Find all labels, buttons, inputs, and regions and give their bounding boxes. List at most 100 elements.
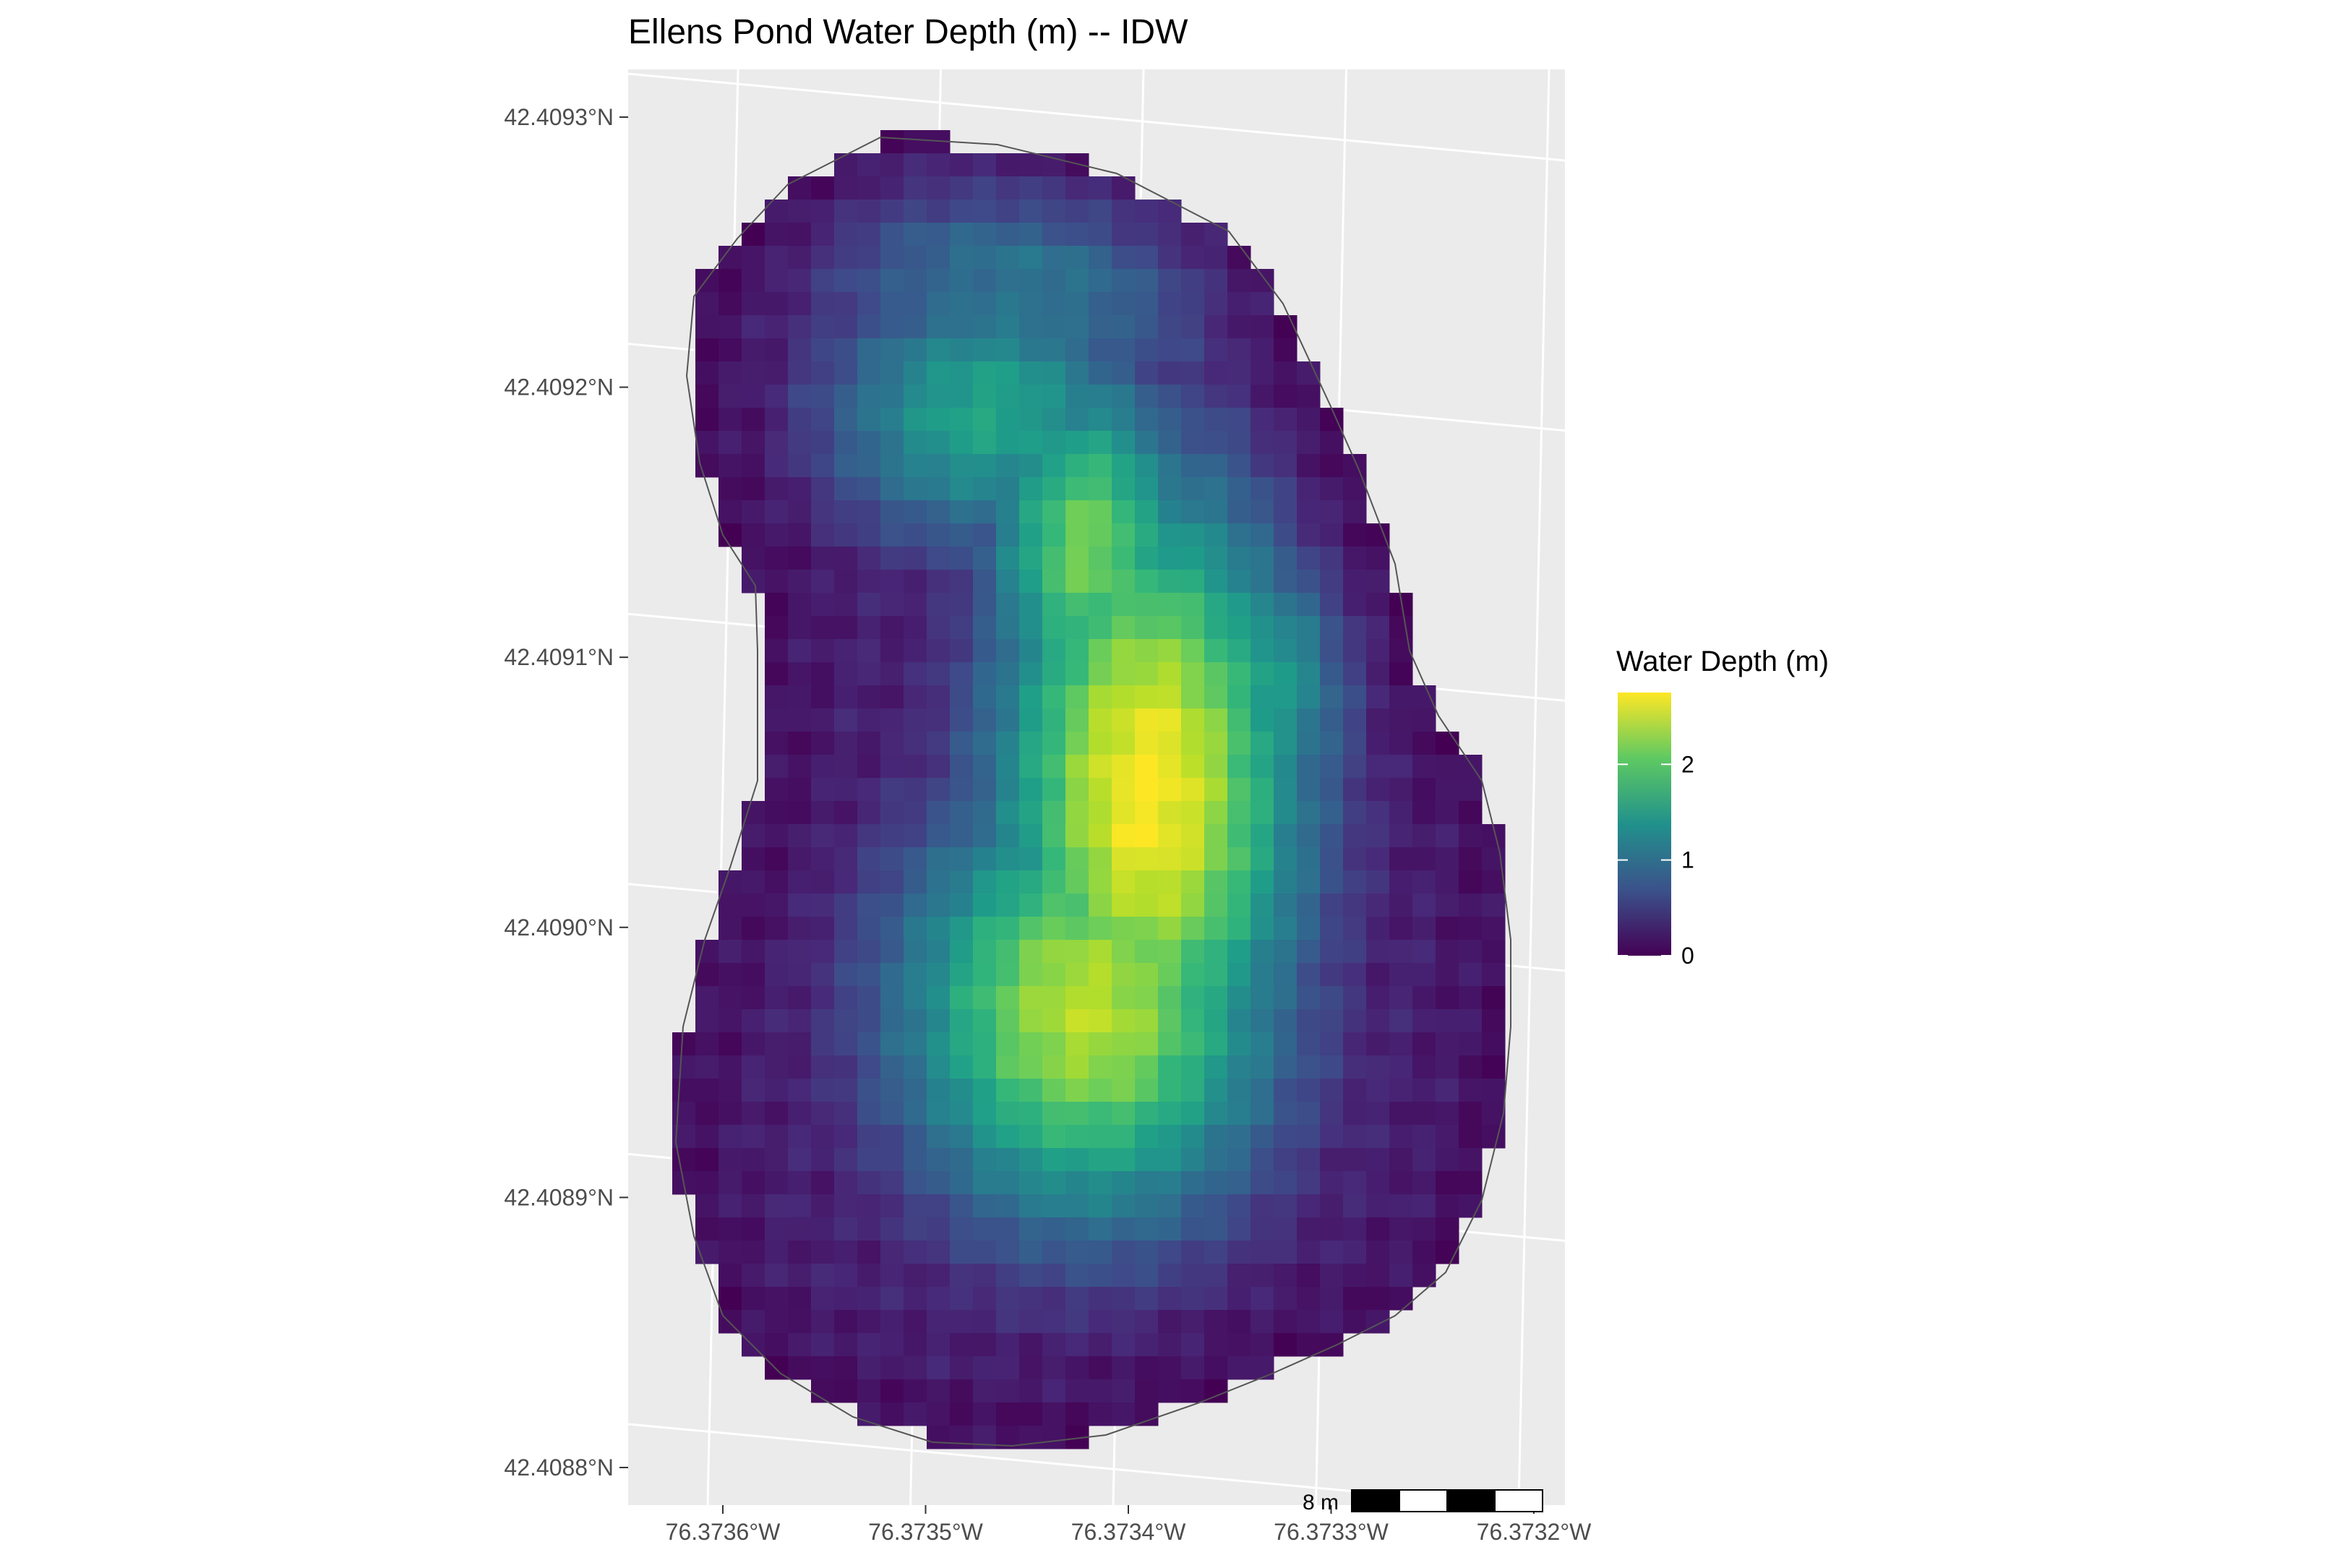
raster-cell <box>904 1032 927 1056</box>
raster-cell <box>788 431 812 455</box>
raster-cell <box>927 1102 951 1126</box>
raster-cell <box>1274 1009 1297 1033</box>
raster-cell <box>904 778 927 802</box>
raster-cell <box>927 246 951 270</box>
raster-cell <box>1135 616 1159 640</box>
raster-cell <box>1227 870 1251 894</box>
raster-cell <box>1274 523 1297 547</box>
raster-cell <box>1251 269 1274 293</box>
raster-cell <box>811 1079 835 1102</box>
raster-cell <box>1412 1194 1436 1218</box>
raster-cell <box>857 454 881 478</box>
raster-cell <box>880 315 904 339</box>
raster-cell <box>811 523 835 547</box>
raster-cell <box>1389 732 1413 755</box>
raster-cell <box>1251 940 1274 964</box>
raster-cell <box>927 824 951 848</box>
raster-cell <box>1042 315 1066 339</box>
raster-cell <box>1112 1333 1136 1357</box>
raster-cell <box>1019 732 1043 755</box>
raster-cell <box>1343 523 1367 547</box>
raster-cell <box>1181 269 1205 293</box>
raster-cell <box>788 963 812 987</box>
raster-cell <box>1459 1125 1483 1149</box>
raster-cell <box>880 523 904 547</box>
raster-cell <box>1320 1055 1344 1079</box>
raster-cell <box>1112 1055 1136 1079</box>
raster-cell <box>1436 1009 1459 1033</box>
raster-cell <box>904 940 927 964</box>
raster-cell <box>1366 593 1390 617</box>
raster-cell <box>811 1287 835 1311</box>
raster-cell <box>765 408 789 432</box>
raster-cell <box>765 570 789 594</box>
raster-cell <box>811 1055 835 1079</box>
raster-cell <box>1389 755 1413 779</box>
raster-cell <box>695 1217 719 1241</box>
raster-cell <box>1436 755 1459 779</box>
raster-cell <box>1089 1333 1112 1357</box>
raster-cell <box>950 1148 974 1172</box>
raster-cell <box>1343 1079 1367 1102</box>
raster-cell <box>834 1241 858 1264</box>
raster-cell <box>927 338 951 362</box>
raster-cell <box>719 454 742 478</box>
raster-cell <box>1204 1217 1228 1241</box>
raster-cell <box>927 1310 951 1334</box>
raster-cell <box>973 200 997 223</box>
raster-cell <box>1274 570 1297 594</box>
raster-cell <box>765 1032 789 1056</box>
raster-cell <box>788 477 812 501</box>
raster-cell <box>1343 1148 1367 1172</box>
raster-cell <box>719 1171 742 1195</box>
raster-cell <box>950 1356 974 1380</box>
raster-cell <box>950 639 974 663</box>
raster-cell <box>1042 200 1066 223</box>
raster-cell <box>1065 824 1089 848</box>
raster-cell <box>1112 1079 1136 1102</box>
raster-cell <box>1065 662 1089 686</box>
raster-cell <box>1436 1171 1459 1195</box>
raster-cell <box>1158 1356 1182 1380</box>
raster-cell <box>973 847 997 871</box>
raster-cell <box>973 223 997 247</box>
raster-cell <box>1297 500 1321 524</box>
raster-cell <box>1042 824 1066 848</box>
raster-cell <box>996 917 1020 941</box>
raster-cell <box>1042 385 1066 408</box>
raster-cell <box>973 1032 997 1056</box>
raster-cell <box>1482 894 1506 917</box>
raster-cell <box>811 778 835 802</box>
raster-cell <box>811 477 835 501</box>
raster-cell <box>1019 292 1043 316</box>
raster-cell <box>1412 755 1436 779</box>
raster-cell <box>765 917 789 941</box>
legend-tick-label: 0 <box>1681 943 1694 969</box>
raster-cell <box>1320 778 1344 802</box>
raster-cell <box>996 963 1020 987</box>
raster-cell <box>1297 662 1321 686</box>
raster-cell <box>1089 732 1112 755</box>
raster-cell <box>950 1079 974 1102</box>
raster-cell <box>996 1171 1020 1195</box>
raster-cell <box>811 223 835 247</box>
raster-cell <box>1204 1194 1228 1218</box>
raster-cell <box>1389 801 1413 825</box>
raster-cell <box>857 523 881 547</box>
raster-cell <box>996 1125 1020 1149</box>
raster-cell <box>1158 662 1182 686</box>
raster-cell <box>1019 1055 1043 1079</box>
raster-cell <box>904 153 927 177</box>
raster-cell <box>1158 454 1182 478</box>
raster-cell <box>927 1333 951 1357</box>
raster-cell <box>1297 1333 1321 1357</box>
raster-cell <box>996 847 1020 871</box>
raster-cell <box>1251 824 1274 848</box>
raster-cell <box>1089 1009 1112 1033</box>
raster-cell <box>765 1287 789 1311</box>
raster-cell <box>950 917 974 941</box>
raster-cell <box>1412 824 1436 848</box>
raster-cell <box>742 315 765 339</box>
raster-cell <box>973 1241 997 1264</box>
raster-cell <box>765 1079 789 1102</box>
